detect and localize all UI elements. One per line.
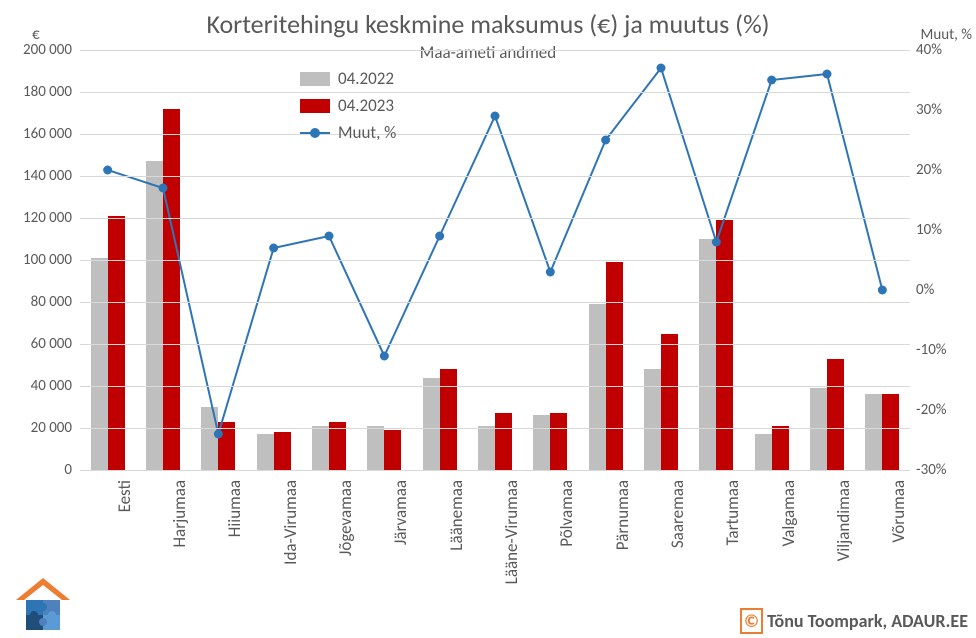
marker-series-c	[601, 136, 610, 145]
gridline	[80, 428, 910, 429]
legend-swatch-b	[300, 99, 330, 113]
y-right-tick-label: 10%	[916, 221, 966, 239]
gridline	[80, 302, 910, 303]
y-left-tick-label: 180 000	[2, 83, 72, 101]
logo-puzzle-knob	[39, 618, 47, 626]
legend-item-series-b: 04.2023	[300, 95, 396, 116]
category-label: Jõgevamaa	[335, 480, 356, 630]
gridline	[80, 260, 910, 261]
category-label: Harjumaa	[169, 480, 190, 630]
logo-roof-icon	[16, 578, 70, 600]
logo-puzzle-knob	[39, 603, 47, 611]
y-left-tick-label: 0	[2, 461, 72, 479]
gridline	[80, 470, 910, 471]
marker-series-c	[491, 112, 500, 121]
y-right-tick-label: 40%	[916, 41, 966, 59]
y-right-tick-label: 30%	[916, 101, 966, 119]
y-right-tick-label: 0%	[916, 281, 966, 299]
gridline	[80, 218, 910, 219]
category-label: Valgamaa	[778, 480, 799, 630]
category-label: Lääne-Virumaa	[501, 480, 522, 630]
legend-label-c: Muut, %	[338, 122, 396, 143]
legend-swatch-a	[300, 72, 330, 86]
y-left-tick-label: 80 000	[2, 293, 72, 311]
y-left-tick-label: 100 000	[2, 251, 72, 269]
category-label: Saaremaa	[667, 480, 688, 630]
attribution-text: Tõnu Toompark, ADAUR.EE	[767, 610, 968, 632]
logo	[8, 572, 78, 632]
marker-series-c	[214, 430, 223, 439]
category-label: Läänemaa	[446, 480, 467, 630]
marker-series-c	[435, 232, 444, 241]
copyright-icon: ©	[740, 608, 763, 634]
y-right-tick-label: -30%	[916, 461, 966, 479]
legend-item-series-c: Muut, %	[300, 122, 396, 143]
marker-series-c	[380, 352, 389, 361]
y-right-tick-label: -20%	[916, 401, 966, 419]
legend-line-c	[300, 126, 330, 140]
category-label: Hiiumaa	[224, 480, 245, 630]
marker-series-c	[159, 184, 168, 193]
category-label: Pärnumaa	[612, 480, 633, 630]
y-right-tick-label: 20%	[916, 161, 966, 179]
gridline	[80, 176, 910, 177]
marker-series-c	[103, 166, 112, 175]
legend: 04.2022 04.2023 Muut, %	[300, 68, 396, 149]
y-right-tick-label: -10%	[916, 341, 966, 359]
marker-series-c	[823, 70, 832, 79]
gridline	[80, 134, 910, 135]
plot-area: 020 00040 00060 00080 000100 000120 0001…	[80, 50, 910, 470]
category-label: Eesti	[114, 480, 135, 630]
logo-puzzle-knob	[48, 611, 56, 619]
marker-series-c	[657, 64, 666, 73]
gridline	[80, 50, 910, 51]
y-left-tick-label: 40 000	[2, 377, 72, 395]
marker-series-c	[546, 268, 555, 277]
category-label: Ida-Virumaa	[280, 480, 301, 630]
marker-series-c	[325, 232, 334, 241]
category-label: Viljandimaa	[833, 480, 854, 630]
marker-series-c	[767, 76, 776, 85]
marker-series-c	[269, 244, 278, 253]
logo-puzzle-knob	[30, 611, 38, 619]
y-left-tick-label: 140 000	[2, 167, 72, 185]
chart-title: Korteritehingu keskmine maksumus (€) ja …	[0, 8, 976, 40]
gridline	[80, 344, 910, 345]
gridline	[80, 386, 910, 387]
marker-series-c	[878, 286, 887, 295]
line-series-c	[108, 68, 883, 434]
marker-series-c	[712, 238, 721, 247]
category-label: Põlvamaa	[556, 480, 577, 630]
attribution: © Tõnu Toompark, ADAUR.EE	[740, 610, 968, 632]
legend-line-marker	[310, 128, 320, 138]
chart-container: Korteritehingu keskmine maksumus (€) ja …	[0, 0, 976, 638]
category-label: Võrumaa	[888, 480, 909, 630]
y-left-tick-label: 20 000	[2, 419, 72, 437]
y-left-tick-label: 200 000	[2, 41, 72, 59]
gridline	[80, 92, 910, 93]
legend-label-a: 04.2022	[338, 68, 394, 89]
legend-item-series-a: 04.2022	[300, 68, 396, 89]
legend-label-b: 04.2023	[338, 95, 394, 116]
category-label: Järvamaa	[390, 480, 411, 630]
y-left-tick-label: 60 000	[2, 335, 72, 353]
y-left-tick-label: 160 000	[2, 125, 72, 143]
y-left-tick-label: 120 000	[2, 209, 72, 227]
